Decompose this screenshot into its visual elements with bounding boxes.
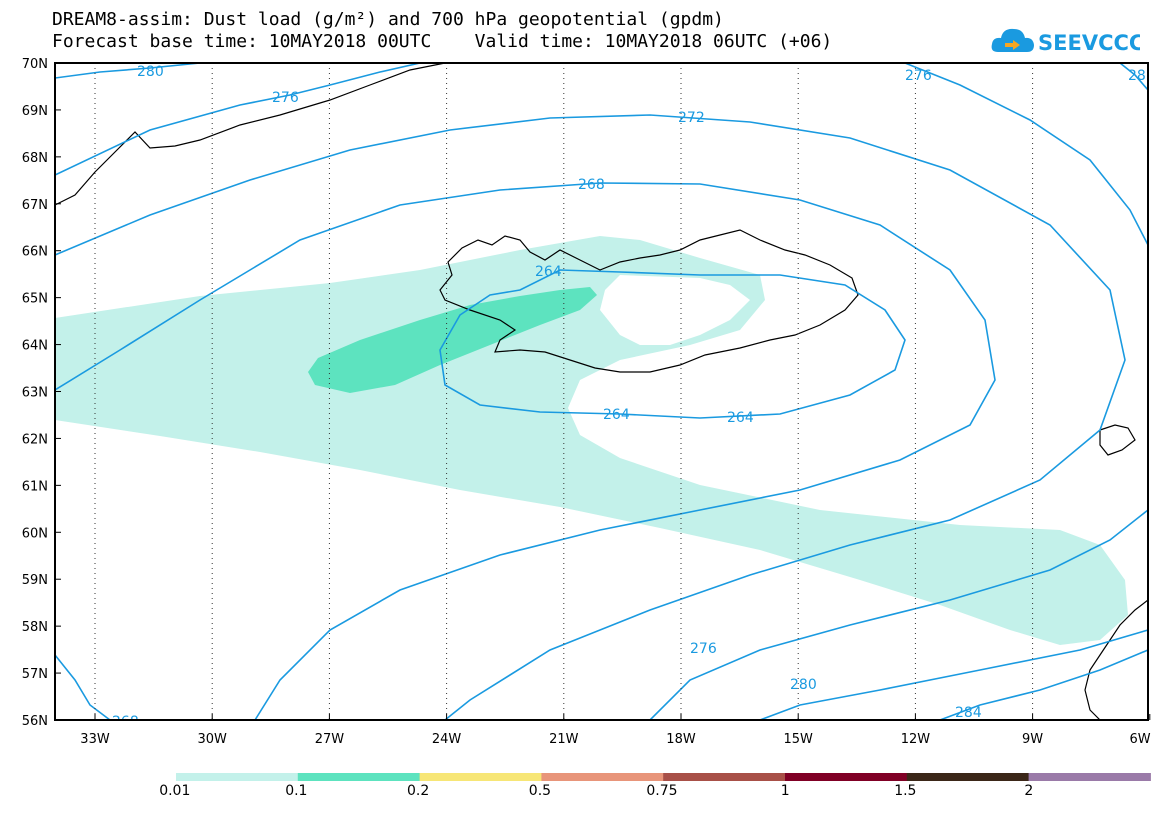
lat-label: 58N [22, 620, 48, 635]
colorbar-swatch [1028, 773, 1151, 781]
colorbar-swatch [541, 773, 664, 781]
colorbar-swatch [419, 773, 542, 781]
contour-280 [55, 63, 1148, 720]
contour-label: 284 [955, 705, 982, 721]
contour-label: 264 [535, 264, 562, 280]
contour-284 [939, 649, 1148, 720]
lat-label: 68N [22, 151, 48, 166]
contour-tr [1119, 63, 1148, 91]
contour-label: 276 [272, 90, 299, 106]
colorbar-label: 0.2 [407, 783, 430, 799]
lon-label: 24W [432, 732, 462, 747]
contour-268-sw [55, 654, 111, 720]
lat-label: 64N [22, 339, 48, 354]
contour-264 [439, 269, 906, 419]
lat-label: 63N [22, 386, 48, 401]
colorbar-label: 1 [780, 783, 790, 799]
colorbar-label: 0.01 [159, 783, 191, 799]
colorbar-swatch [785, 773, 908, 781]
lat-label: 67N [22, 198, 48, 213]
contour-label: 264 [727, 410, 754, 426]
lon-label: 6W [1129, 732, 1150, 747]
longitude-axis: 33W 30W 27W 24W 21W 18W 15W 12W 9W 6W [80, 714, 1151, 747]
dust-gap [600, 275, 750, 345]
map-title: DREAM8-assim: Dust load (g/m²) and 700 h… [52, 9, 724, 30]
lat-label: 59N [22, 573, 48, 588]
colorbar [176, 773, 1151, 781]
coastline-group [55, 63, 1148, 720]
contour-label: 264 [603, 407, 630, 423]
contour-label: 268 [578, 177, 605, 193]
iceland-coastline [439, 229, 859, 373]
latitude-axis: 70N 69N 68N 67N 66N 65N 64N 63N 62N 61N 60N 59N 58N 5… [22, 57, 61, 729]
contour-label: 268 [112, 714, 139, 730]
lon-label: 33W [80, 732, 110, 747]
contour-label: 276 [690, 641, 717, 657]
contour-276 [55, 63, 1148, 720]
colorbar-label: 2 [1024, 783, 1034, 799]
lat-label: 69N [22, 104, 48, 119]
colorbar-swatch [663, 773, 786, 781]
faroe-coastline [1099, 424, 1136, 456]
colorbar-label: 0.75 [646, 783, 678, 799]
scotland-coastline [1084, 599, 1148, 720]
lon-label: 9W [1022, 732, 1043, 747]
lat-label: 61N [22, 479, 48, 494]
contour-label: 280 [137, 64, 164, 80]
colorbar-label: 1.5 [894, 783, 917, 799]
dust-area-medium [308, 287, 597, 393]
logo-text: SEEVCCC [1038, 31, 1140, 55]
greenland-coastline [55, 63, 446, 206]
contour-label: 276 [905, 68, 932, 84]
contour-label: 272 [678, 110, 705, 126]
lat-label: 66N [22, 245, 48, 260]
lat-label: 57N [22, 667, 48, 682]
lon-label: 12W [901, 732, 931, 747]
lat-label: 65N [22, 292, 48, 307]
cloud-icon [991, 28, 1034, 52]
colorbar-swatch [297, 773, 421, 781]
forecast-time-line: Forecast base time: 10MAY2018 00UTC Vali… [52, 31, 833, 52]
colorbar-swatch [176, 773, 299, 781]
contour-labels: 280 276 272 268 264 264 264 276 280 284 … [112, 64, 1146, 730]
contour-label: 28 [1128, 68, 1146, 84]
contour-268 [55, 182, 996, 720]
lon-label: 27W [315, 732, 345, 747]
lat-label: 60N [22, 526, 48, 541]
colorbar-label: 0.5 [528, 783, 552, 799]
contour-272 [55, 114, 1126, 720]
lon-label: 18W [666, 732, 696, 747]
lat-label: 62N [22, 432, 48, 447]
contour-group [55, 63, 1148, 720]
contour-label: 280 [790, 677, 817, 693]
lon-label: 15W [783, 732, 813, 747]
lat-label: 70N [22, 57, 48, 72]
seevccc-logo: SEEVCCC [991, 28, 1140, 55]
lon-label: 30W [197, 732, 227, 747]
colorbar-swatch [906, 773, 1030, 781]
lat-label: 56N [22, 714, 48, 729]
colorbar-label: 0.1 [285, 783, 308, 799]
lon-label: 21W [549, 732, 579, 747]
